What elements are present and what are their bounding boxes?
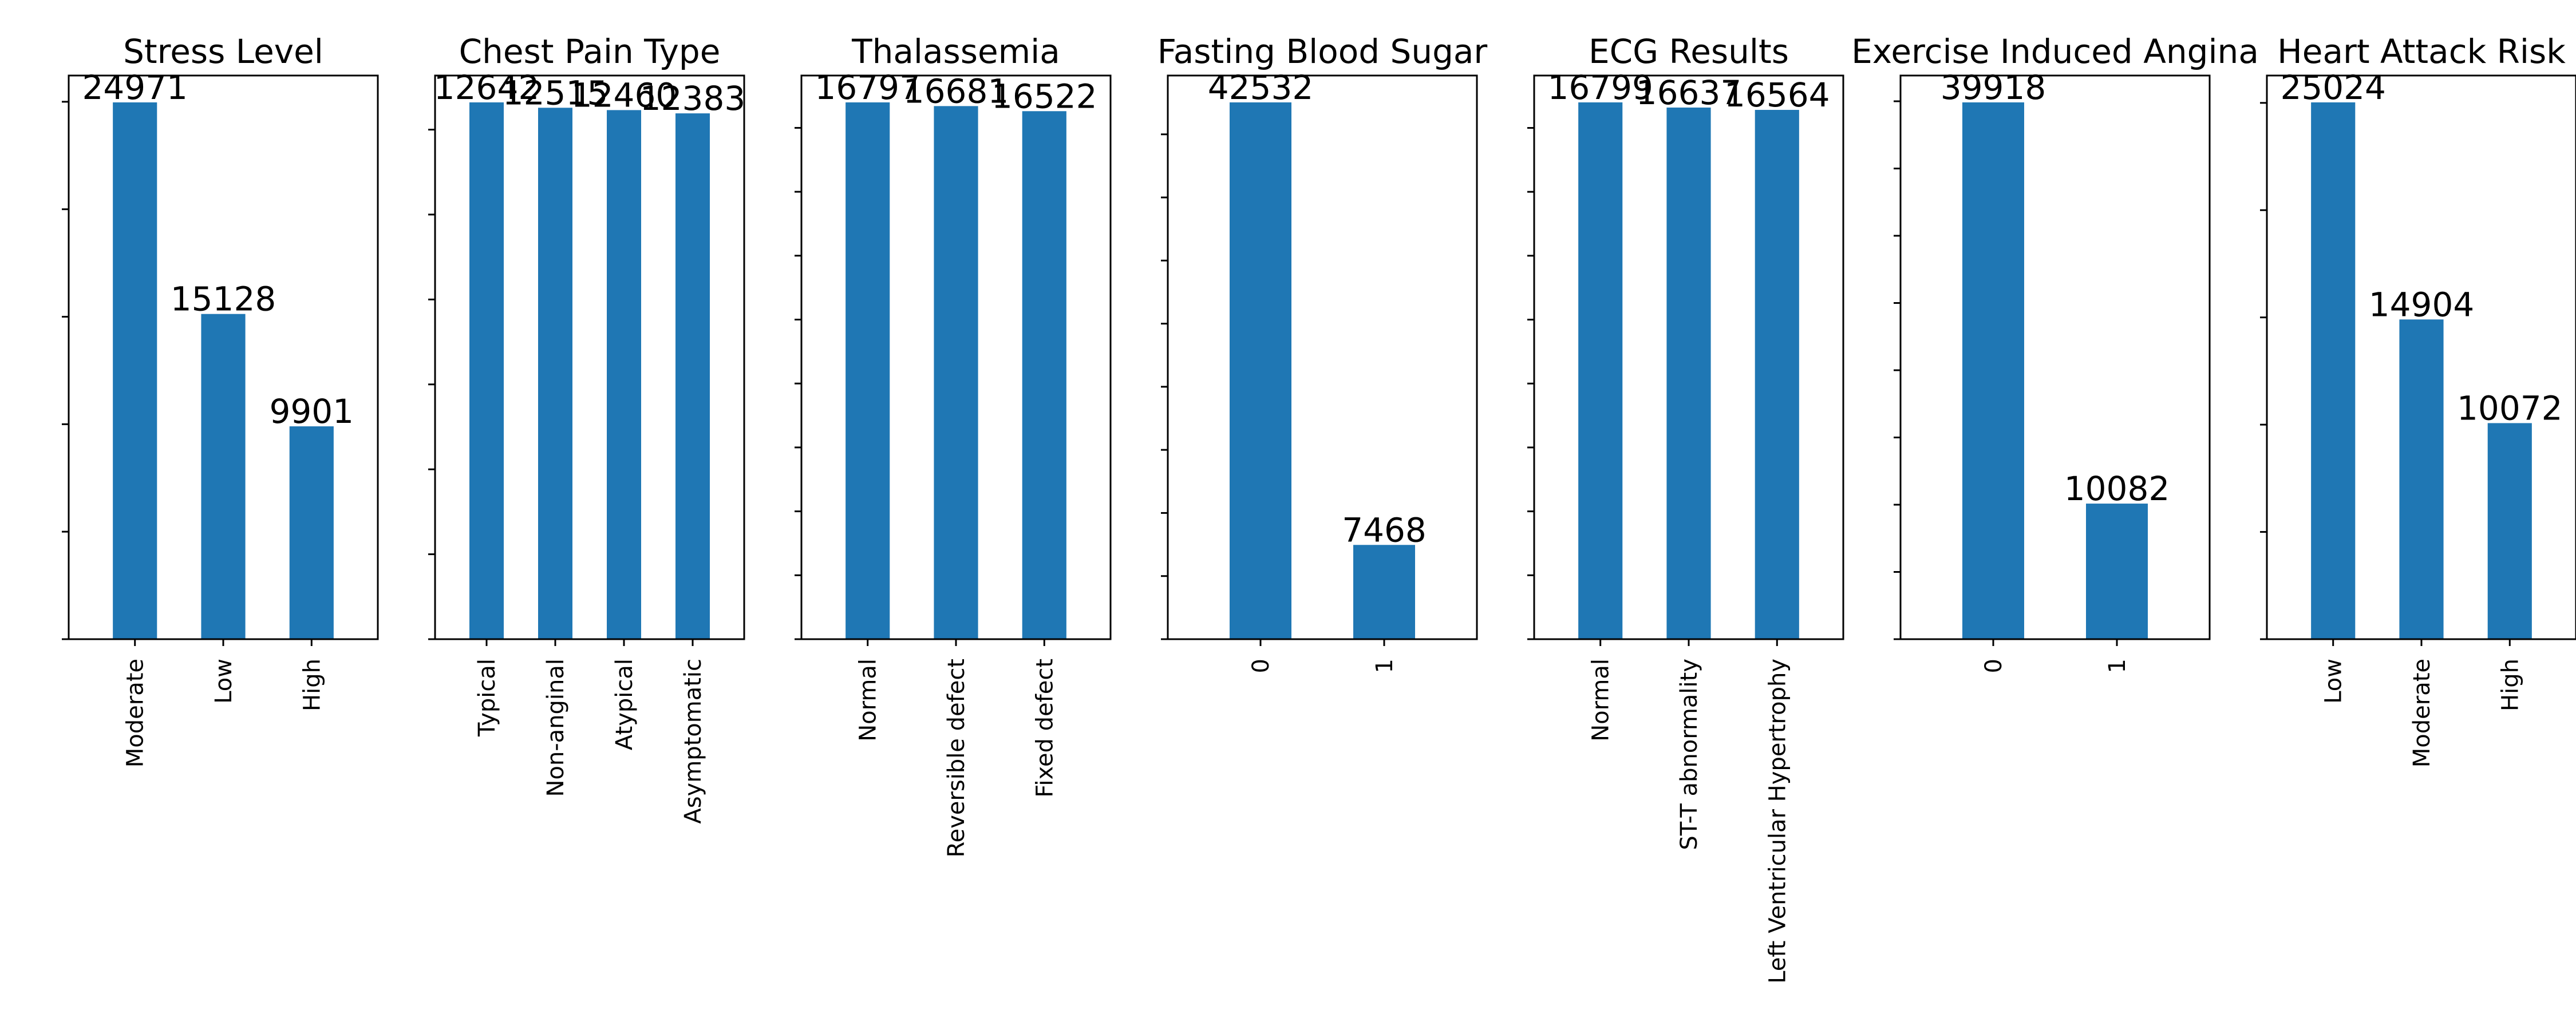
bar — [113, 102, 157, 639]
bar — [846, 102, 890, 640]
x-tick-label: High — [299, 659, 325, 711]
x-tick-label: Fixed defect — [1032, 659, 1058, 798]
bar — [469, 102, 504, 639]
x-tick-label: Left Ventricular Hypertrophy — [1764, 659, 1791, 984]
x-tick-label: ST-T abnormality — [1676, 659, 1702, 850]
x-tick-label: Non-anginal — [543, 659, 569, 797]
subplot-title: Heart Attack Risk — [2277, 32, 2566, 71]
bar-value-label: 16522 — [991, 77, 1097, 116]
bar-value-label: 12383 — [640, 79, 746, 118]
bar — [201, 314, 246, 639]
bar — [607, 110, 641, 639]
bar-value-label: 12515 — [503, 73, 609, 112]
subplot-title: Chest Pain Type — [459, 32, 721, 71]
bar — [934, 106, 978, 639]
bar — [2399, 319, 2444, 639]
bar — [1230, 102, 1291, 640]
bar — [2487, 423, 2532, 639]
bar-value-label: 16681 — [903, 72, 1009, 110]
axes-frame — [1167, 74, 1478, 640]
x-tick-label: Low — [211, 659, 237, 704]
bar — [1755, 110, 1799, 639]
x-tick-label: 1 — [2104, 659, 2131, 673]
bar-value-label: 7468 — [1342, 510, 1427, 549]
bar-value-label: 15128 — [171, 280, 276, 319]
x-tick-label: Normal — [855, 659, 882, 742]
axes-frame — [1533, 74, 1844, 640]
subplot-title: Stress Level — [123, 32, 323, 71]
x-tick-label: 0 — [1248, 659, 1274, 673]
bar — [675, 113, 710, 640]
x-tick-label: Moderate — [2409, 659, 2435, 767]
x-tick-label: High — [2497, 659, 2523, 711]
x-tick-label: 1 — [1372, 659, 1398, 673]
bar-value-label: 12642 — [434, 68, 540, 107]
bar — [538, 108, 572, 639]
bar-value-label: 25024 — [2280, 68, 2386, 107]
bar — [1962, 102, 2024, 640]
axes-frame — [800, 74, 1112, 640]
x-tick-label: 0 — [1981, 659, 2007, 673]
bar-value-label: 10082 — [2064, 469, 2170, 508]
axes-frame — [434, 74, 745, 640]
x-tick-label: Asymptomatic — [680, 659, 706, 824]
axes-frame — [2266, 74, 2576, 640]
x-tick-label: Typical — [474, 659, 500, 737]
bar-value-label: 16564 — [1724, 76, 1830, 114]
x-tick-label: Normal — [1588, 659, 1614, 742]
x-tick-label: Atypical — [611, 659, 638, 750]
bar — [1353, 545, 1415, 639]
bar — [2086, 504, 2148, 639]
bar — [2311, 102, 2356, 639]
axes-frame — [1899, 74, 2211, 640]
bar-value-label: 16637 — [1636, 73, 1742, 112]
x-tick-label: Reversible defect — [943, 659, 970, 857]
bar-value-label: 16799 — [1547, 68, 1653, 107]
bar-value-label: 39918 — [1941, 68, 2046, 107]
bar-value-label: 42532 — [1208, 68, 1314, 107]
subplot-title: Fasting Blood Sugar — [1157, 32, 1488, 71]
bar — [1022, 111, 1066, 640]
bar — [1578, 102, 1623, 640]
subplot-title: Exercise Induced Angina — [1851, 32, 2259, 71]
x-tick-label: Low — [2321, 659, 2347, 704]
bar-value-label: 14904 — [2369, 285, 2475, 324]
bar-value-label: 12460 — [571, 76, 677, 114]
x-tick-label: Moderate — [123, 659, 149, 767]
axes-frame — [68, 74, 379, 640]
bar-value-label: 16797 — [815, 68, 920, 107]
bar-value-label: 24971 — [82, 68, 188, 107]
bar — [1666, 107, 1711, 639]
bar-value-label: 9901 — [269, 392, 354, 431]
bar — [289, 426, 334, 639]
bar-value-label: 10072 — [2457, 389, 2563, 427]
subplot-title: Thalassemia — [851, 32, 1060, 71]
subplot-title: ECG Results — [1589, 32, 1789, 71]
